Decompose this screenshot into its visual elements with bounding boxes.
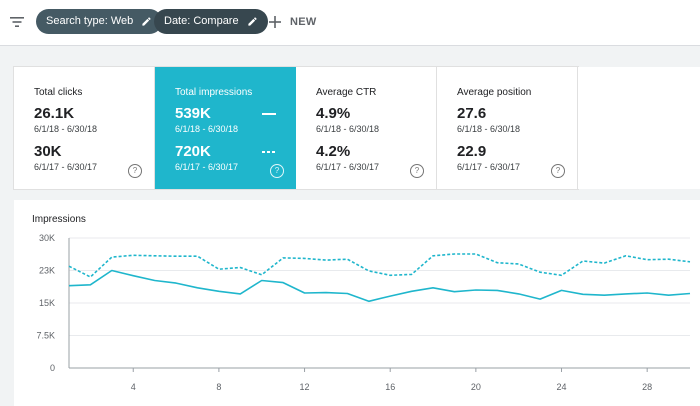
x-tick-label: 12 — [300, 382, 310, 392]
search-type-chip[interactable]: Search type: Web — [36, 9, 163, 34]
metric-current-value: 27.6 — [457, 105, 487, 122]
solid-line-legend-icon — [262, 113, 276, 115]
x-tick-label: 28 — [642, 382, 652, 392]
metric-current-range: 6/1/18 - 6/30/18 — [175, 124, 239, 134]
filter-list-icon[interactable] — [8, 13, 26, 31]
x-tick-label: 20 — [471, 382, 481, 392]
search-type-chip-label: Search type: Web — [46, 15, 134, 27]
metric-previous-value: 22.9 — [457, 143, 487, 160]
metric-current-value: 539K — [175, 105, 211, 122]
metric-card-total-clicks[interactable]: Total clicks 26.1K 6/1/18 - 6/30/18 30K … — [14, 67, 155, 189]
y-tick-label: 7.5K — [36, 331, 55, 341]
metric-current-value: 4.9% — [316, 105, 351, 122]
metric-card-average-position[interactable]: Average position 27.6 6/1/18 - 6/30/18 2… — [437, 67, 578, 189]
metric-current-range: 6/1/18 - 6/30/18 — [457, 124, 521, 134]
dashed-line-legend-icon — [262, 151, 276, 153]
metric-previous-range: 6/1/17 - 6/30/17 — [175, 162, 239, 172]
help-icon[interactable]: ? — [270, 164, 284, 178]
x-tick-label: 24 — [557, 382, 567, 392]
y-tick-label: 23K — [39, 266, 55, 276]
metric-label: Total clicks — [34, 87, 83, 98]
new-filter-button[interactable]: NEW — [268, 9, 317, 34]
metric-card-total-impressions[interactable]: Total impressions 539K 6/1/18 - 6/30/18 … — [155, 67, 296, 189]
x-tick-label: 4 — [131, 382, 136, 392]
metric-previous-value: 720K — [175, 143, 211, 160]
metric-previous-range: 6/1/17 - 6/30/17 — [316, 162, 380, 172]
metric-previous-range: 6/1/17 - 6/30/17 — [34, 162, 98, 172]
chart-title: Impressions — [32, 214, 86, 225]
metric-previous-value: 4.2% — [316, 143, 351, 160]
x-tick-label: 8 — [216, 382, 221, 392]
metric-card-average-ctr[interactable]: Average CTR 4.9% 6/1/18 - 6/30/18 4.2% 6… — [296, 67, 437, 189]
new-filter-label: NEW — [290, 15, 317, 28]
metric-current-range: 6/1/18 - 6/30/18 — [34, 124, 98, 134]
date-compare-chip-label: Date: Compare — [164, 15, 239, 27]
card-row-filler — [578, 67, 700, 189]
y-tick-label: 15K — [39, 298, 55, 308]
help-icon[interactable]: ? — [128, 164, 142, 178]
metric-label: Total impressions — [175, 87, 253, 98]
y-tick-label: 0 — [50, 363, 55, 373]
metric-cards: Total clicks 26.1K 6/1/18 - 6/30/18 30K … — [14, 67, 578, 189]
metric-previous-value: 30K — [34, 143, 62, 160]
series-line-current — [68, 269, 691, 303]
metric-label: Average CTR — [316, 87, 377, 98]
toolbar: Search type: Web Date: Compare NEW — [0, 0, 700, 46]
help-icon[interactable]: ? — [410, 164, 424, 178]
help-icon[interactable]: ? — [551, 164, 565, 178]
series-line-previous — [68, 253, 691, 278]
metric-label: Average position — [457, 87, 532, 98]
edit-pencil-icon[interactable] — [141, 16, 152, 27]
edit-pencil-icon[interactable] — [247, 16, 258, 27]
y-tick-label: 30K — [39, 233, 55, 243]
metric-current-range: 6/1/18 - 6/30/18 — [316, 124, 380, 134]
date-compare-chip[interactable]: Date: Compare — [154, 9, 268, 34]
metric-current-value: 26.1K — [34, 105, 75, 122]
impressions-chart-panel: Impressions 0 7.5K 15K 23K 30K 4 8 12 16 20 24 28 — [14, 200, 700, 406]
metric-previous-range: 6/1/17 - 6/30/17 — [457, 162, 521, 172]
plus-icon — [269, 15, 281, 28]
x-tick-label: 16 — [385, 382, 395, 392]
impressions-line-chart[interactable]: 0 7.5K 15K 23K 30K 4 8 12 16 20 24 28 — [14, 200, 700, 406]
